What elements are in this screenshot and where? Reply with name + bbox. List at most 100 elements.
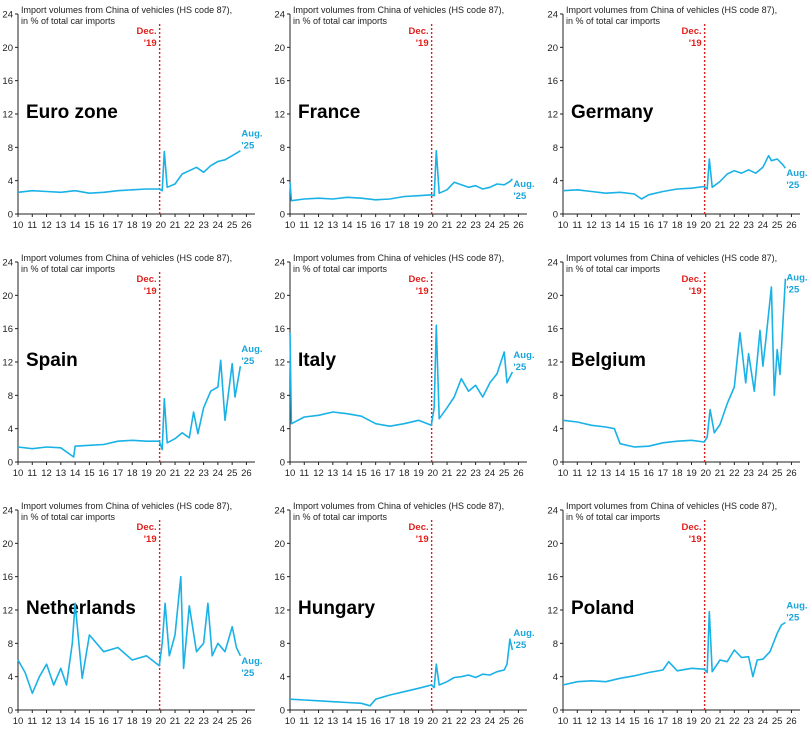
y-tick-label: 20: [547, 291, 558, 302]
x-tick-label: 23: [198, 220, 209, 231]
chart-subtitle: Import volumes from China of vehicles (H…: [566, 253, 777, 274]
aug-2025-end-label: Aug. '25: [241, 129, 262, 152]
chart-subtitle: Import volumes from China of vehicles (H…: [293, 501, 504, 522]
x-tick-label: 18: [127, 220, 138, 231]
x-tick-label: 25: [227, 220, 238, 231]
y-tick-label: 12: [274, 606, 285, 617]
y-tick-label: 0: [280, 458, 285, 469]
x-tick-label: 24: [213, 468, 224, 479]
aug-2025-end-label: Aug. '25: [786, 273, 807, 296]
chart-subtitle: Import volumes from China of vehicles (H…: [293, 253, 504, 274]
x-tick-label: 14: [615, 716, 626, 727]
x-tick-label: 26: [241, 220, 252, 231]
x-tick-label: 16: [643, 220, 654, 231]
x-tick-label: 17: [658, 220, 669, 231]
y-tick-label: 12: [547, 110, 558, 121]
y-tick-label: 8: [8, 143, 13, 154]
y-tick-label: 4: [553, 176, 558, 187]
x-tick-label: 16: [98, 468, 109, 479]
x-tick-label: 18: [127, 716, 138, 727]
x-tick-label: 19: [141, 716, 152, 727]
y-tick-label: 8: [8, 391, 13, 402]
x-tick-label: 21: [715, 220, 726, 231]
y-tick-label: 4: [8, 176, 13, 187]
country-title: Spain: [26, 350, 78, 371]
x-tick-label: 12: [41, 716, 52, 727]
y-tick-label: 24: [547, 258, 558, 269]
country-title: Netherlands: [26, 598, 136, 619]
x-tick-label: 15: [356, 220, 367, 231]
chart-subtitle: Import volumes from China of vehicles (H…: [21, 5, 232, 26]
x-tick-label: 23: [743, 468, 754, 479]
y-tick-label: 8: [553, 143, 558, 154]
x-tick-label: 16: [98, 716, 109, 727]
x-tick-label: 22: [184, 468, 195, 479]
x-tick-label: 16: [370, 716, 381, 727]
x-tick-label: 12: [586, 716, 597, 727]
x-tick-label: 17: [113, 468, 124, 479]
x-tick-label: 11: [27, 716, 37, 727]
x-tick-label: 26: [513, 468, 524, 479]
x-tick-label: 10: [13, 220, 24, 231]
x-tick-label: 25: [772, 716, 783, 727]
x-tick-label: 17: [113, 716, 124, 727]
x-tick-label: 11: [299, 468, 309, 479]
x-tick-label: 22: [729, 468, 740, 479]
chart-subtitle: Import volumes from China of vehicles (H…: [21, 501, 232, 522]
x-tick-label: 13: [56, 716, 67, 727]
y-tick-label: 8: [8, 639, 13, 650]
country-title: Euro zone: [26, 102, 118, 123]
x-tick-label: 15: [629, 716, 640, 727]
x-tick-label: 10: [285, 716, 296, 727]
y-tick-label: 4: [553, 672, 558, 683]
x-tick-label: 13: [328, 716, 339, 727]
y-tick-label: 20: [274, 539, 285, 550]
x-tick-label: 22: [184, 220, 195, 231]
x-tick-label: 19: [686, 468, 697, 479]
x-tick-label: 12: [586, 468, 597, 479]
x-tick-label: 20: [427, 468, 438, 479]
x-tick-label: 23: [470, 220, 481, 231]
x-tick-label: 23: [198, 468, 209, 479]
x-tick-label: 11: [572, 220, 582, 231]
y-tick-label: 12: [2, 110, 13, 121]
x-tick-label: 21: [442, 468, 453, 479]
y-tick-label: 16: [274, 76, 285, 87]
y-tick-label: 24: [2, 258, 13, 269]
y-tick-label: 20: [547, 539, 558, 550]
x-tick-label: 14: [342, 716, 353, 727]
x-tick-label: 14: [615, 468, 626, 479]
x-tick-label: 16: [98, 220, 109, 231]
x-tick-label: 20: [700, 220, 711, 231]
x-tick-label: 13: [328, 468, 339, 479]
y-tick-label: 8: [280, 143, 285, 154]
x-tick-label: 10: [285, 220, 296, 231]
y-tick-label: 8: [280, 391, 285, 402]
x-tick-label: 12: [586, 220, 597, 231]
y-tick-label: 0: [280, 210, 285, 221]
x-tick-label: 19: [413, 468, 424, 479]
x-tick-label: 16: [370, 468, 381, 479]
x-tick-label: 20: [155, 220, 166, 231]
x-tick-label: 21: [442, 716, 453, 727]
y-tick-label: 12: [274, 358, 285, 369]
chart-subtitle: Import volumes from China of vehicles (H…: [21, 253, 232, 274]
dec-2019-marker-label: Dec. '19: [409, 274, 429, 297]
x-tick-label: 25: [772, 220, 783, 231]
x-tick-label: 12: [313, 468, 324, 479]
x-tick-label: 18: [127, 468, 138, 479]
x-tick-label: 24: [758, 468, 769, 479]
x-tick-label: 25: [499, 716, 510, 727]
x-tick-label: 26: [241, 716, 252, 727]
y-tick-label: 24: [2, 10, 13, 21]
y-tick-label: 12: [2, 358, 13, 369]
y-tick-label: 0: [8, 210, 13, 221]
x-tick-label: 24: [485, 220, 496, 231]
x-tick-label: 10: [13, 468, 24, 479]
dec-2019-marker-label: Dec. '19: [682, 274, 702, 297]
y-tick-label: 4: [553, 424, 558, 435]
x-tick-label: 14: [70, 220, 81, 231]
